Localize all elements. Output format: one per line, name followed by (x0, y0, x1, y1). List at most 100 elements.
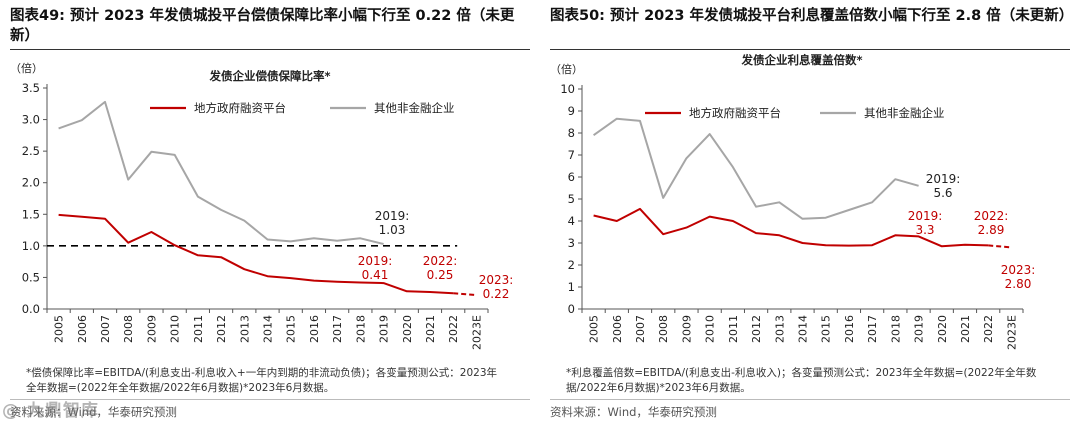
legend-label: 地方政府融资平台 (689, 106, 781, 120)
data-annotation: 0.22 (483, 287, 510, 301)
y-tick-label: 3 (568, 236, 575, 250)
y-tick-label: 0.5 (22, 270, 40, 284)
y-axis-unit-label: （倍） (10, 61, 43, 75)
interest-coverage-chart: 发债企业利息覆盖倍数* （倍） 0 1 2 3 4 5 6 7 8 9 10 2005 2006 2007 20… (550, 53, 1036, 350)
data-annotation: 2.89 (978, 223, 1005, 237)
figure-title: 图表49: 预计 2023 年发债城投平台偿债保障比率小幅下行至 0.22 倍（… (10, 8, 515, 44)
x-tick-label: 2019 (913, 315, 926, 343)
x-tick-label: 2011 (727, 315, 740, 343)
chart-footnote: *偿债保障比率=EBITDA/(利息支出-利息收入+一年内到期的非流动负债)；各… (26, 367, 498, 394)
x-tick-label: 2007 (634, 315, 647, 343)
x-tick-label: 2020 (936, 315, 949, 343)
x-tick-label: 2011 (192, 315, 205, 343)
y-tick-label: 1.5 (22, 207, 40, 221)
y-axis-unit-label: （倍） (550, 62, 583, 76)
x-tick-label: 2021 (424, 315, 437, 343)
series-line-lgfv (593, 207, 989, 248)
y-tick-label: 1 (568, 280, 575, 294)
x-tick-label: 2019 (378, 315, 391, 343)
data-annotation: 2023: (479, 273, 514, 287)
x-tick-label: 2008 (122, 315, 135, 343)
figure-title: 图表50: 预计 2023 年发债城投平台利息覆盖倍数小幅下行至 2.8 倍（未… (550, 8, 1074, 24)
x-tick-label: 2022 (447, 315, 460, 343)
x-tick-label: 2018 (354, 315, 367, 343)
series-line-other-nonfinancial (593, 117, 919, 220)
x-tick-label: 2005 (588, 315, 601, 343)
x-tick-label: 2017 (331, 315, 344, 343)
x-tick-label: 2007 (99, 315, 112, 343)
y-tick-label: 3.0 (22, 113, 40, 127)
x-tick-label: 2015 (285, 315, 298, 343)
y-tick-label: 4 (568, 214, 575, 228)
x-tick-label: 2006 (611, 315, 624, 343)
x-tick-label: 2013 (238, 315, 251, 343)
title-divider (10, 49, 530, 50)
data-annotation: 0.41 (362, 268, 389, 282)
y-tick-label: 2 (568, 258, 575, 272)
legend-label: 其他非金融企业 (864, 106, 945, 120)
data-annotation: 2019: (375, 209, 410, 223)
data-annotation: 2023: (1001, 263, 1036, 277)
data-annotation: 2019: (358, 254, 393, 268)
data-annotation: 2019: (926, 172, 961, 186)
footer-divider (10, 399, 530, 400)
y-tick-label: 2.5 (22, 144, 40, 158)
x-tick-label: 2021 (959, 315, 972, 343)
y-tick-label: 2.0 (22, 176, 40, 190)
y-tick-label: 0 (568, 302, 575, 316)
y-tick-label: 0.0 (22, 302, 40, 316)
x-tick-label: 2010 (704, 315, 717, 343)
x-tick-label: 2016 (308, 315, 321, 343)
series-line-other-nonfinancial (58, 100, 384, 245)
x-tick-label: 2023E (470, 315, 483, 350)
x-tick-label: 2013 (773, 315, 786, 343)
x-tick-label: 2014 (262, 315, 275, 343)
chart-title: 发债企业偿债保障比率* (208, 69, 330, 83)
x-tick-label: 2018 (889, 315, 902, 343)
x-tick-label: 2014 (797, 315, 810, 343)
chart-panel-left: 图表49: 预计 2023 年发债城投平台偿债保障比率小幅下行至 0.22 倍（… (2, 8, 530, 421)
x-tick-label: 2012 (750, 315, 763, 343)
chart-panel-right: 图表50: 预计 2023 年发债城投平台利息覆盖倍数小幅下行至 2.8 倍（未… (540, 0, 1080, 429)
x-tick-label: 2005 (53, 315, 66, 343)
x-tick-label: 2017 (866, 315, 879, 343)
x-tick-label: 2008 (657, 315, 670, 343)
x-tick-label: 2009 (145, 315, 158, 343)
x-tick-label: 2010 (169, 315, 182, 343)
data-annotation: 2.80 (1005, 277, 1032, 291)
watermark-logo: @ 九鼎智库 (2, 401, 99, 421)
y-tick-label: 10 (560, 82, 575, 96)
chart-footnote: *利息覆盖倍数=EBITDA/(利息支出-利息收入)；各变量预测公式：2023年… (566, 367, 1037, 394)
debt-coverage-chart: 发债企业偿债保障比率* （倍） 0.0 0.5 1.0 1.5 2.0 2.5 3.0 3.5 20… (10, 61, 514, 350)
y-tick-label: 7 (568, 148, 575, 162)
y-tick-label: 5 (568, 192, 575, 206)
legend-label: 其他非金融企业 (374, 101, 455, 115)
data-annotation: 5.6 (933, 186, 952, 200)
x-tick-label: 2015 (820, 315, 833, 343)
data-annotation: 2022: (423, 254, 458, 268)
y-tick-label: 3.5 (22, 81, 40, 95)
data-annotation: 2019: (908, 209, 943, 223)
legend-label: 地方政府融资平台 (194, 101, 286, 115)
x-tick-label: 2023E (1005, 315, 1018, 350)
data-annotation: 1.03 (379, 223, 406, 237)
data-annotation: 2022: (974, 209, 1009, 223)
y-tick-label: 6 (568, 170, 575, 184)
y-tick-label: 8 (568, 126, 575, 140)
x-tick-label: 2020 (401, 315, 414, 343)
chart-title: 发债企业利息覆盖倍数* (740, 53, 862, 67)
source-text: 资料来源：Wind，华泰研究预测 (550, 405, 717, 419)
series-forecast-segment (453, 292, 477, 297)
data-annotation: 3.3 (915, 223, 934, 237)
x-tick-label: 2006 (76, 315, 89, 343)
x-tick-label: 2016 (843, 315, 856, 343)
series-forecast-segment (988, 244, 1012, 249)
series-line-lgfv (58, 213, 454, 295)
x-tick-label: 2012 (215, 315, 228, 343)
source-text: 资料来源：Wind，华泰研究预测 (10, 405, 177, 419)
x-tick-label: 2009 (680, 315, 693, 343)
y-tick-label: 1.0 (22, 239, 40, 253)
data-annotation: 0.25 (427, 268, 454, 282)
y-tick-label: 9 (568, 104, 575, 118)
title-divider (550, 49, 1070, 50)
